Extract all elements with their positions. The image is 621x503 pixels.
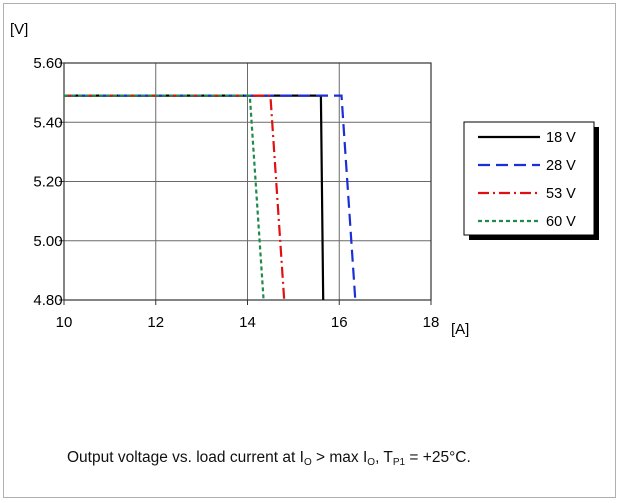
y-axis-label: [V] xyxy=(10,21,28,38)
caption-mid-2: , T xyxy=(375,449,393,466)
legend-label: 18 V xyxy=(546,130,576,146)
caption-sub-2: O xyxy=(367,457,376,468)
caption-sub-3: P1 xyxy=(392,457,406,468)
series-layer xyxy=(64,94,357,301)
y-tick-label: 5.00 xyxy=(33,233,62,250)
legend-label: 53 V xyxy=(546,186,576,202)
caption-prefix: Output voltage vs. load current at I xyxy=(67,449,304,466)
legend-label: 60 V xyxy=(546,214,576,230)
caption-suffix: = +25°C. xyxy=(405,449,471,466)
y-tick-label: 5.20 xyxy=(33,174,62,191)
x-tick-label: 16 xyxy=(331,314,348,331)
y-tick-label: 5.40 xyxy=(33,114,62,131)
legend-label: 28 V xyxy=(546,158,576,174)
y-tick-label: 4.80 xyxy=(33,292,62,309)
y-tick-label: 5.60 xyxy=(33,55,62,72)
figure-caption: Output voltage vs. load current at IO > … xyxy=(67,449,471,468)
series-line-53v xyxy=(64,94,286,301)
x-tick-label: 18 xyxy=(423,314,440,331)
axes xyxy=(59,62,432,305)
caption-sub-1: O xyxy=(303,457,312,468)
tick-labels: 4.80 5.00 5.20 5.40 5.60 10 12 14 16 18 xyxy=(33,55,439,331)
series-line-60v xyxy=(64,94,265,301)
x-axis-label: [A] xyxy=(451,321,469,338)
caption-mid-1: > max I xyxy=(311,449,368,466)
x-tick-label: 10 xyxy=(56,314,73,331)
legend: 18 V 28 V 53 V 60 V xyxy=(463,121,599,240)
x-tick-label: 14 xyxy=(239,314,256,331)
legend-box xyxy=(463,121,595,236)
x-tick-label: 12 xyxy=(147,314,164,331)
